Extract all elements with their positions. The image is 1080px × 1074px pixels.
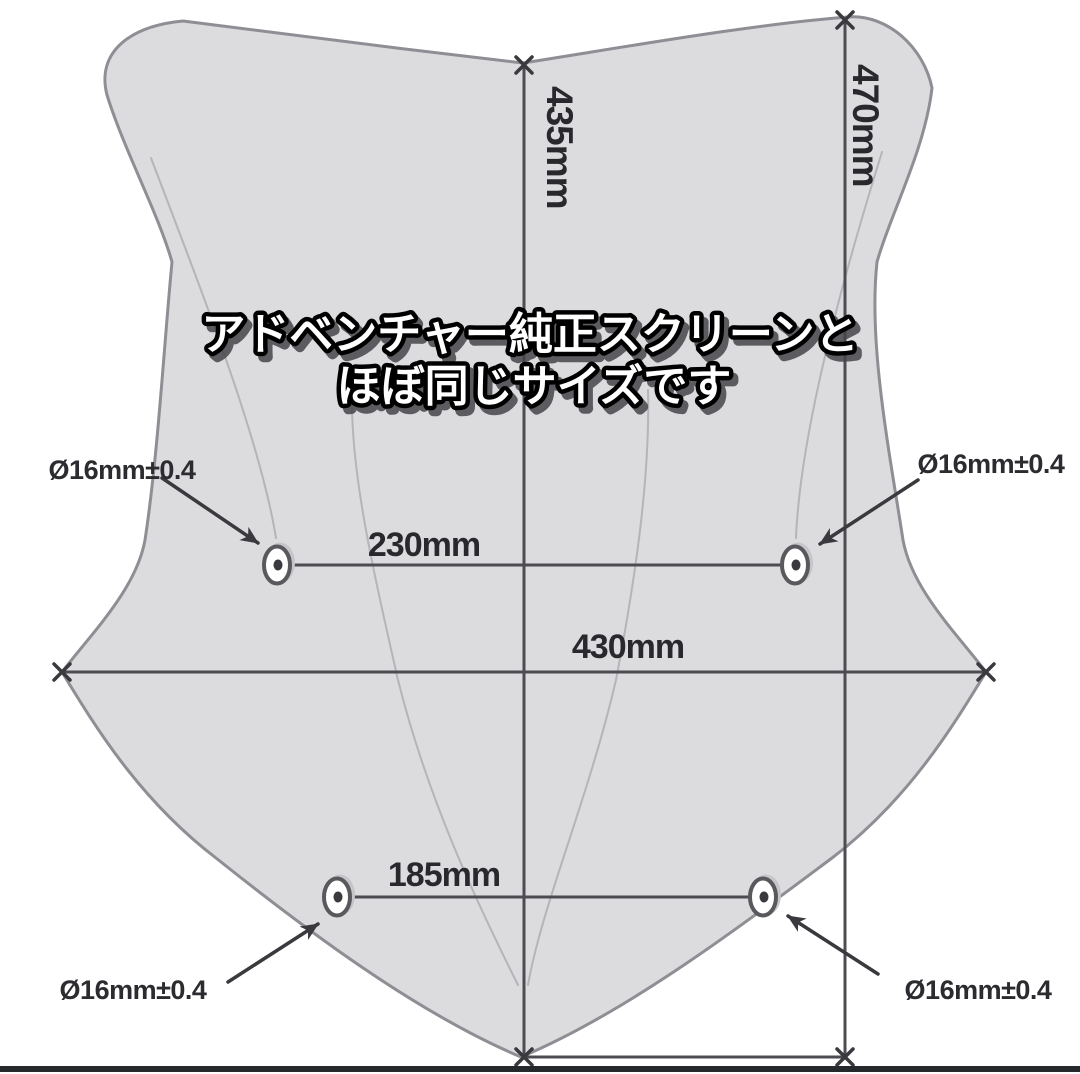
crease-left-center [350,389,519,986]
caption: アドベンチャー純正スクリーンと ほぼ同じサイズです アドベンチャー純正スクリーン… [197,306,868,422]
arrow-bottom-right [786,914,880,976]
dimension-label-center-height: 435mm [539,86,580,209]
arrow-bottom-left [226,922,320,984]
hole-center-dot [273,559,283,571]
dimension-lines [62,20,986,1059]
caption-line1-shadow: アドベンチャー純正スクリーンと [206,316,863,365]
crease-right-center [527,389,650,986]
hole-center-dot [333,891,343,903]
hole-top-left [262,542,295,586]
arrow-top-right [818,478,920,546]
hole-label-top-left: Ø16mm±0.4 [49,455,196,485]
surface-crease-lines [150,151,883,986]
hole-center-dot [791,559,801,571]
hole-label-bottom-left: Ø16mm±0.4 [60,975,207,1005]
dimension-label-upper-hole-spacing: 230mm [368,526,480,564]
hole-label-top-right: Ø16mm±0.4 [918,449,1065,479]
hole-bottom-right [748,874,781,918]
caption-line2: ほぼ同じサイズです [337,362,732,411]
hole-center-dot [759,891,769,903]
caption-line1: アドベンチャー純正スクリーンと [201,310,858,359]
dimension-label-max-width: 430mm [572,628,684,666]
caption-line2-shadow: ほぼ同じサイズです [342,368,737,417]
dimension-label-outer-height: 470mm [845,64,886,187]
hole-top-right [780,542,813,586]
dimension-label-lower-hole-spacing: 185mm [388,856,500,894]
bottom-border-bar [0,1066,1080,1072]
hole-bottom-left [322,874,355,918]
crease-left-upper [150,157,277,539]
hole-label-bottom-right: Ø16mm±0.4 [905,975,1052,1005]
dimension-end-markers [52,10,996,1067]
crease-right-upper [795,151,883,539]
leader-arrows [160,476,920,984]
mounting-holes [262,542,813,918]
arrow-top-left [160,476,260,545]
